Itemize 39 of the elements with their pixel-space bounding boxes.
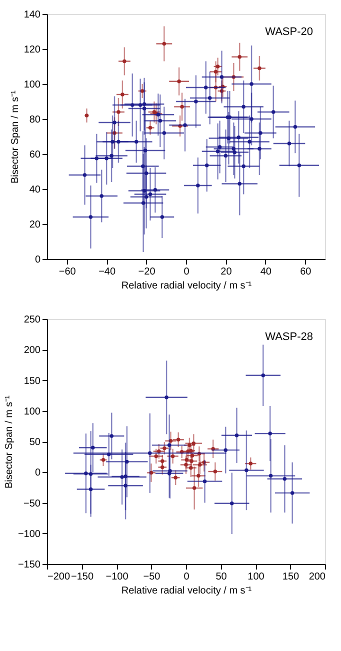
x-axis-title: Relative radial velocity / m s⁻¹: [121, 280, 252, 292]
x-tick-label: −100: [106, 572, 129, 582]
x-tick-label: 100: [248, 572, 265, 582]
x-tick-label: −150: [70, 572, 94, 582]
y-tick-label: −150: [18, 560, 41, 570]
y-tick-label: 0: [34, 254, 41, 266]
x-tick-label: 200: [308, 572, 326, 582]
x-tick-label: −200: [48, 572, 70, 582]
y-tick-label: 250: [24, 314, 41, 326]
annotation: WASP-28: [265, 331, 313, 343]
y-tick-label: 40: [29, 184, 41, 196]
y-tick-label: 100: [24, 406, 41, 418]
x-tick-label: 60: [300, 266, 312, 278]
x-tick-label: −50: [143, 572, 161, 582]
y-axis-title: Bisector Span / m s⁻¹: [10, 90, 21, 184]
y-tick-label: 140: [24, 10, 41, 20]
x-tick-label: −60: [58, 266, 76, 278]
y-axis-title: Bisector Span / m s⁻¹: [4, 394, 15, 489]
x-tick-label: 40: [260, 266, 272, 278]
x-tick-label: 20: [220, 266, 232, 278]
y-tick-label: 120: [24, 44, 41, 56]
y-tick-label: 150: [24, 376, 41, 387]
x-tick-label: 150: [282, 572, 300, 582]
y-tick-label: 0: [34, 468, 41, 479]
y-tick-label: −50: [24, 498, 41, 510]
y-tick-label: 80: [29, 114, 41, 126]
y-tick-label: −100: [18, 528, 41, 540]
x-tick-label: −40: [98, 266, 116, 278]
x-tick-label: 50: [216, 572, 228, 582]
x-tick-label: −20: [138, 266, 156, 278]
y-tick-label: 100: [24, 80, 41, 90]
x-axis-title: Relative radial velocity / m s⁻¹: [121, 586, 252, 596]
y-tick-label: 20: [29, 220, 41, 230]
y-tick-label: 50: [29, 437, 41, 448]
x-tick-label: 0: [184, 572, 190, 582]
annotation: WASP-20: [265, 26, 313, 38]
y-tick-label: 200: [24, 345, 41, 356]
y-tick-label: 60: [29, 150, 41, 160]
x-tick-label: 0: [184, 266, 190, 278]
